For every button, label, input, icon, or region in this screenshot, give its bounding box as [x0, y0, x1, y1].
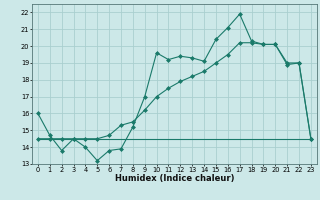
- X-axis label: Humidex (Indice chaleur): Humidex (Indice chaleur): [115, 174, 234, 183]
